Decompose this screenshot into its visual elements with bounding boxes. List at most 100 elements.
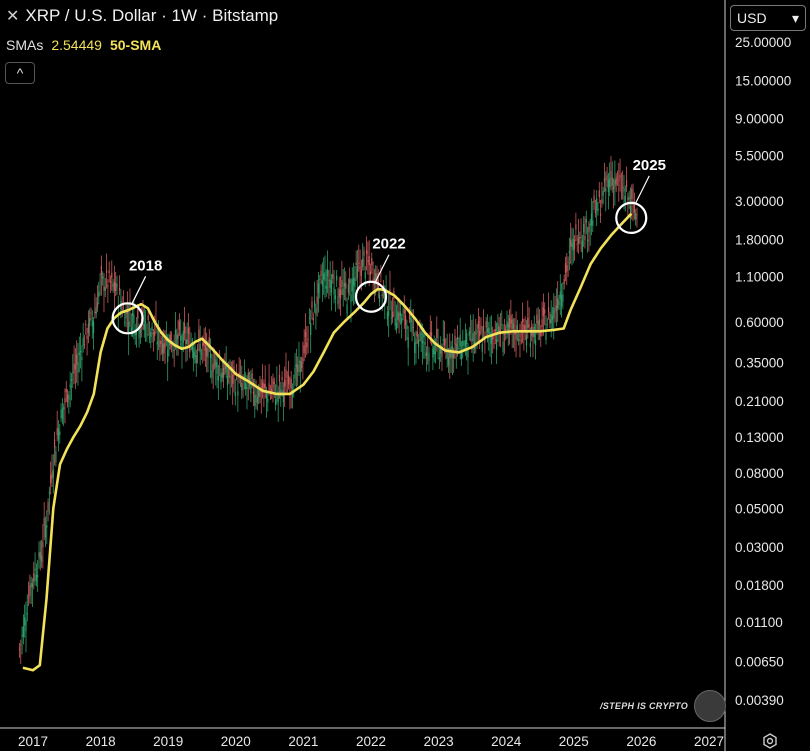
candle-body	[276, 385, 278, 386]
close-icon[interactable]: ✕	[6, 8, 20, 25]
candle-body	[247, 372, 249, 383]
candle-body	[151, 326, 153, 331]
candle-body	[407, 336, 409, 349]
y-tick-label: 0.13000	[735, 430, 784, 445]
candle-body	[593, 195, 595, 203]
candle-body	[590, 213, 593, 226]
chart-header: ✕ XRP / U.S. Dollar · 1W · Bitstamp	[6, 6, 278, 26]
candle-body	[342, 288, 344, 295]
candle-body	[298, 360, 300, 363]
candle-body	[406, 325, 408, 329]
candle-body	[77, 362, 79, 373]
candle-body	[94, 311, 96, 314]
candle-body	[403, 309, 405, 314]
candle-body	[540, 332, 542, 337]
candle-body	[559, 291, 561, 300]
candle-body	[277, 391, 279, 402]
candle-body	[252, 391, 255, 395]
candle-body	[195, 354, 197, 364]
candle-body	[245, 383, 247, 390]
candle-body	[209, 353, 212, 359]
candle-body	[598, 190, 600, 198]
candle-body	[433, 345, 435, 355]
axis-layer: 25.00000 15.00000 9.00000 5.50000 3.00000 1.8…	[0, 0, 791, 751]
candle-body	[627, 197, 629, 200]
candle-body	[220, 373, 222, 383]
candle-body	[37, 575, 39, 578]
candle-body	[589, 223, 591, 227]
y-tick-label: 25.00000	[735, 35, 791, 50]
gear-icon[interactable]	[762, 733, 778, 749]
candle-body	[259, 387, 261, 397]
candle-body	[297, 364, 299, 372]
candle-body	[208, 337, 210, 348]
collapse-button[interactable]: ^	[5, 62, 35, 84]
candle-body	[286, 390, 288, 392]
candle-body	[115, 283, 117, 291]
candle-body	[463, 347, 465, 349]
candle-body	[325, 286, 327, 289]
candle-body	[86, 335, 88, 339]
candle-body	[21, 635, 23, 638]
y-tick-label: 0.01800	[735, 578, 784, 593]
candle-body	[157, 330, 160, 333]
candle-body	[516, 325, 518, 331]
candle-body	[515, 330, 517, 340]
candle-body	[156, 341, 158, 345]
candle-body	[68, 395, 70, 400]
candle-body	[126, 310, 128, 315]
candle-body	[128, 321, 130, 334]
candle-body	[419, 333, 421, 335]
annotation-layer: 2018 2022 2025	[111, 157, 666, 335]
candle-body	[388, 311, 390, 317]
currency-select[interactable]: USD ▾	[730, 5, 806, 31]
candle-body	[337, 296, 339, 304]
candle-body	[381, 294, 383, 297]
candle-body	[241, 382, 243, 391]
x-tick-label: 2019	[153, 734, 183, 749]
x-tick-label: 2026	[626, 734, 656, 749]
candle-body	[618, 179, 620, 181]
candle-body	[160, 340, 162, 344]
candle-body	[26, 613, 28, 615]
candle-body	[267, 398, 269, 403]
indicator-legend[interactable]: SMAs 2.54449 50-SMA	[6, 37, 161, 53]
candle-body	[376, 272, 378, 282]
candle-body	[412, 327, 414, 328]
candle-body	[571, 243, 573, 248]
candle-body	[575, 224, 577, 230]
candle-body	[447, 357, 450, 366]
candle-body	[147, 315, 149, 320]
y-tick-label: 0.08000	[735, 466, 784, 481]
candle-body	[22, 626, 24, 637]
candle-body	[510, 315, 512, 324]
candle-body	[362, 258, 364, 267]
candle-body	[390, 317, 392, 319]
candle-body	[180, 335, 182, 341]
candle-body	[607, 179, 609, 192]
candle-body	[232, 374, 234, 384]
candle-body	[611, 177, 613, 186]
candle-body	[610, 171, 612, 179]
candle-body	[42, 541, 44, 548]
y-tick-label: 1.10000	[735, 269, 784, 284]
candle-body	[60, 409, 62, 419]
candle-body	[397, 311, 399, 320]
candle-body	[364, 271, 366, 279]
candle-body	[64, 397, 66, 404]
candle-body	[480, 325, 482, 331]
candle-body	[81, 356, 83, 360]
candle-body	[402, 314, 404, 317]
candle-body	[198, 329, 200, 339]
candle-body	[287, 375, 290, 385]
y-tick-label: 0.00390	[735, 693, 784, 708]
candle-body	[24, 617, 26, 626]
candle-body	[142, 309, 144, 314]
candle-body	[636, 214, 638, 216]
candle-body	[489, 332, 491, 336]
candle-body	[577, 237, 580, 244]
candle-body	[185, 339, 187, 345]
candle-body	[417, 339, 420, 348]
y-tick-label: 0.01100	[735, 615, 783, 630]
